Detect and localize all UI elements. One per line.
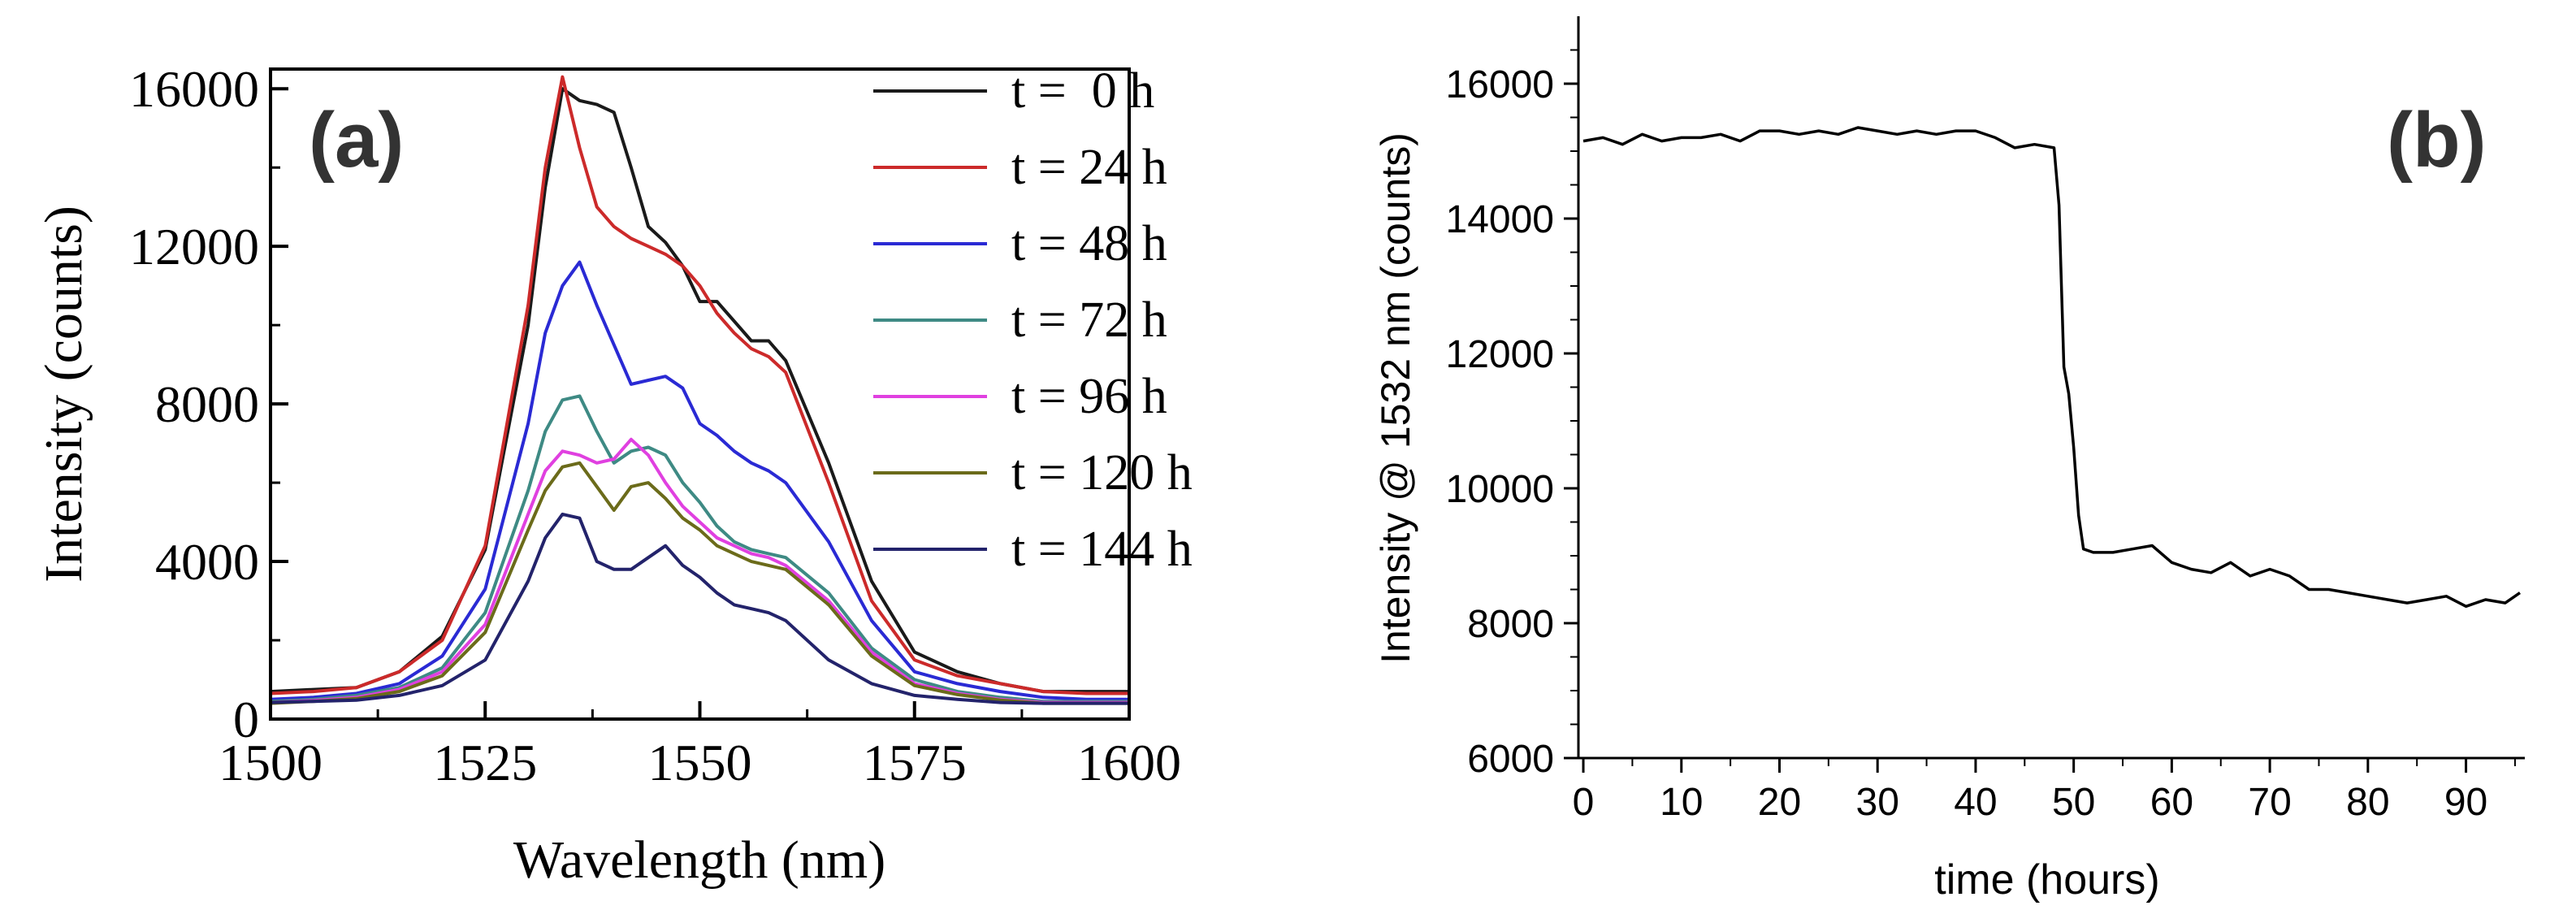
y-tick-label: 6000 bbox=[1467, 738, 1554, 781]
x-tick-label: 30 bbox=[1856, 781, 1899, 824]
y-tick-label: 8000 bbox=[1467, 603, 1554, 646]
x-tick-label: 1525 bbox=[433, 734, 537, 791]
x-tick-label: 20 bbox=[1758, 781, 1801, 824]
y-tick-label: 8000 bbox=[155, 375, 259, 433]
y-tick-label: 0 bbox=[233, 691, 259, 748]
panel-b-ticks: 0 10 20 30 40 50 60 70 80 90 6000 8000 10000 12000 140… bbox=[1446, 49, 2516, 824]
y-tick-label: 10000 bbox=[1446, 468, 1554, 511]
x-tick-label: 0 bbox=[1573, 781, 1595, 824]
x-tick-label: 60 bbox=[2150, 781, 2193, 824]
series-line-t-48-h bbox=[270, 260, 1129, 701]
y-tick-label: 12000 bbox=[129, 218, 259, 275]
panel-b-label: (b) bbox=[2387, 97, 2487, 184]
y-tick-label: 16000 bbox=[1446, 63, 1554, 106]
panel-a-series-group bbox=[270, 75, 1129, 705]
x-tick-label: 50 bbox=[2052, 781, 2095, 824]
series-line-t-72-h bbox=[270, 394, 1129, 704]
panel-a-y-axis-label: Intensity (counts) bbox=[34, 206, 93, 583]
y-tick-label: 14000 bbox=[1446, 198, 1554, 241]
series-line-t-24-h bbox=[270, 75, 1129, 696]
panel-b-y-axis-label: Intensity @ 1532 nm (counts) bbox=[1373, 132, 1418, 664]
series-line-intensity-1532-nm bbox=[1582, 126, 2521, 609]
legend-label-t-24-h: t = 24 h bbox=[1011, 140, 1167, 195]
series-line-t-96-h bbox=[270, 437, 1129, 704]
x-tick-label: 10 bbox=[1660, 781, 1703, 824]
x-tick-label: 80 bbox=[2346, 781, 2389, 824]
panel-b-x-axis-label: time (hours) bbox=[1934, 856, 2159, 904]
x-tick-label: 1600 bbox=[1077, 734, 1181, 791]
panel-b-series-group bbox=[1582, 126, 2521, 609]
legend-label-t-72-h: t = 72 h bbox=[1011, 292, 1167, 348]
panel-a-x-axis-label: Wavelength (nm) bbox=[513, 830, 885, 890]
legend-label-t-0-h: t = 0 h bbox=[1011, 63, 1154, 119]
x-tick-label: 1500 bbox=[219, 734, 323, 791]
series-line-t-120-h bbox=[270, 461, 1129, 705]
y-tick-label: 4000 bbox=[155, 533, 259, 591]
x-tick-label: 1550 bbox=[648, 734, 752, 791]
legend-label-t-48-h: t = 48 h bbox=[1011, 216, 1167, 271]
panel-a-label: (a) bbox=[309, 97, 404, 184]
series-line-t-144-h bbox=[270, 512, 1129, 705]
panel-a-spectra-chart: 1500 1525 1550 1575 16000400080001200016000 … bbox=[34, 60, 1193, 890]
panel-b-timeseries-chart: 0 10 20 30 40 50 60 70 80 90 6000 8000 10000 12000 140… bbox=[1373, 16, 2525, 904]
x-tick-label: 90 bbox=[2444, 781, 2487, 824]
x-tick-label: 40 bbox=[1954, 781, 1997, 824]
x-tick-label: 70 bbox=[2248, 781, 2291, 824]
panel-a-legend: t = 0 h t = 24 h t = 48 h t = 72 h t = 96 h t… bbox=[873, 63, 1193, 577]
legend-label-t-120-h: t = 120 h bbox=[1011, 445, 1193, 500]
legend-label-t-96-h: t = 96 h bbox=[1011, 369, 1167, 424]
y-tick-label: 12000 bbox=[1446, 333, 1554, 376]
x-tick-label: 1575 bbox=[863, 734, 967, 791]
legend-label-t-144-h: t = 144 h bbox=[1011, 522, 1193, 577]
y-tick-label: 16000 bbox=[129, 60, 259, 118]
